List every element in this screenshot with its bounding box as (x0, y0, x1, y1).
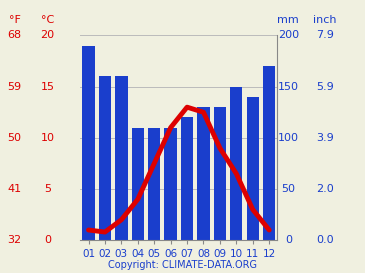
Text: 5: 5 (44, 184, 51, 194)
Text: inch: inch (313, 14, 337, 25)
Text: 41: 41 (8, 184, 22, 194)
Text: 3.9: 3.9 (316, 133, 334, 143)
Text: 7.9: 7.9 (316, 31, 334, 40)
Bar (214, 107, 226, 240)
Bar (99, 76, 111, 240)
Text: 0: 0 (44, 235, 51, 245)
Text: °F: °F (9, 14, 20, 25)
Text: 59: 59 (8, 82, 22, 92)
Text: mm: mm (277, 14, 299, 25)
Bar (263, 66, 275, 240)
Bar (148, 128, 160, 240)
Text: 5.9: 5.9 (316, 82, 334, 92)
Text: 50: 50 (8, 133, 22, 143)
Bar (132, 128, 144, 240)
Text: 0.0: 0.0 (316, 235, 334, 245)
Bar (247, 97, 259, 240)
Bar (197, 107, 210, 240)
Text: 200: 200 (278, 31, 299, 40)
Text: 150: 150 (278, 82, 299, 92)
Bar (230, 87, 242, 240)
Text: 32: 32 (8, 235, 22, 245)
Text: 2.0: 2.0 (316, 184, 334, 194)
Text: 100: 100 (278, 133, 299, 143)
Bar (165, 128, 177, 240)
Text: Copyright: CLIMATE-DATA.ORG: Copyright: CLIMATE-DATA.ORG (108, 260, 257, 270)
Text: 50: 50 (281, 184, 295, 194)
Text: 20: 20 (41, 31, 54, 40)
Text: 68: 68 (8, 31, 22, 40)
Text: 10: 10 (41, 133, 54, 143)
Bar (82, 46, 95, 240)
Bar (181, 117, 193, 240)
Text: °C: °C (41, 14, 54, 25)
Text: 0: 0 (285, 235, 292, 245)
Text: 15: 15 (41, 82, 54, 92)
Bar (115, 76, 127, 240)
